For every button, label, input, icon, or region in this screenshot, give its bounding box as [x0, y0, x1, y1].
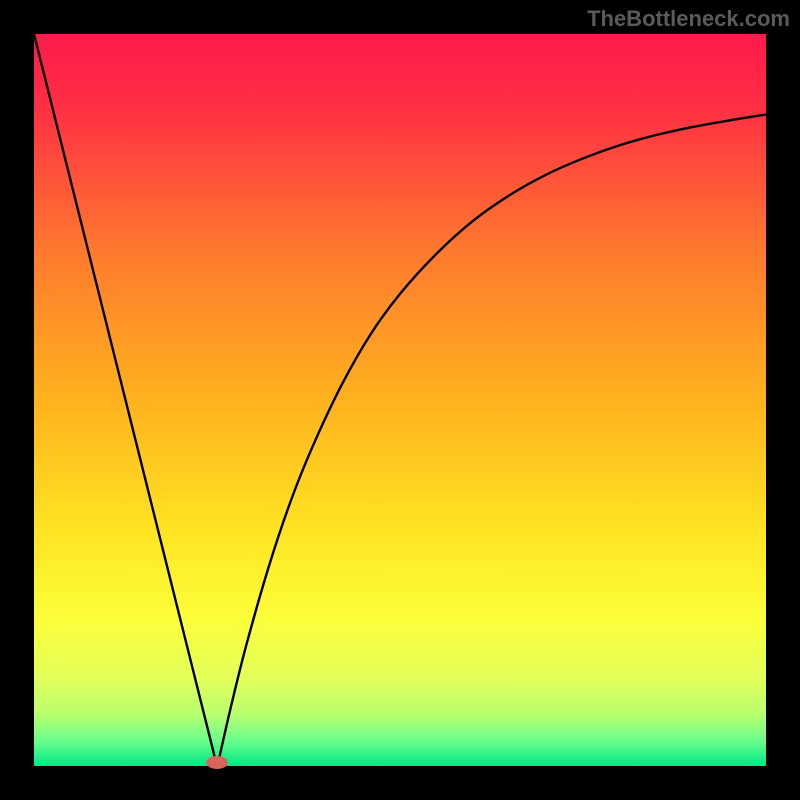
bottleneck-curve: [34, 34, 766, 766]
chart-frame: TheBottleneck.com: [0, 0, 800, 800]
watermark-label: TheBottleneck.com: [587, 6, 790, 32]
optimum-marker: [206, 756, 228, 769]
plot-area: [34, 34, 766, 766]
